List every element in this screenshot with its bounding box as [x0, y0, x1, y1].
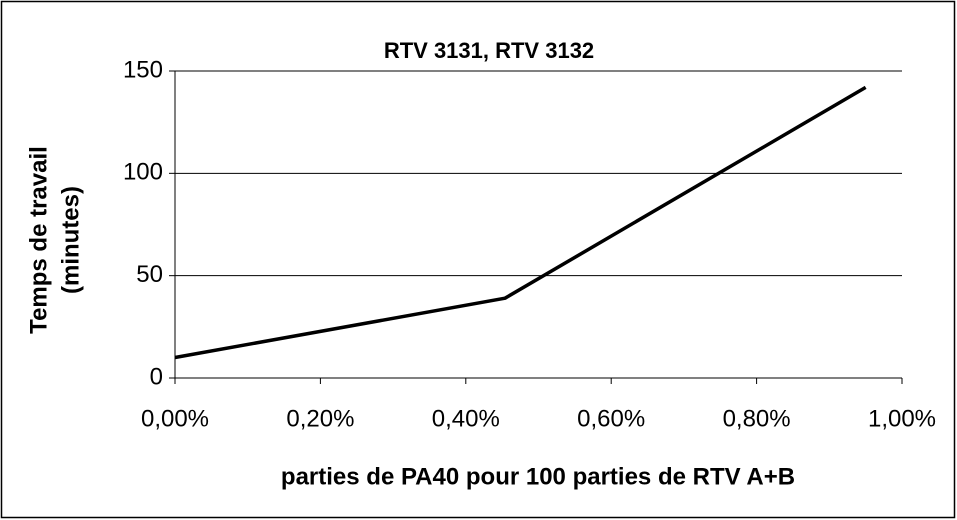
- x-tick-label: 1,00%: [868, 405, 936, 432]
- chart-title: RTV 3131, RTV 3132: [384, 38, 594, 63]
- y-tick-label: 100: [123, 159, 163, 186]
- x-tick-label: 0,40%: [432, 405, 500, 432]
- y-axis-label: (minutes): [57, 186, 84, 294]
- data-line: [174, 85, 867, 360]
- x-tick-label: 0,60%: [577, 405, 645, 432]
- x-axis-label: parties de PA40 pour 100 parties de RTV …: [281, 463, 795, 490]
- x-tick-label: 0,00%: [141, 405, 209, 432]
- x-tick-label: 0,80%: [723, 405, 791, 432]
- y-tick-label: 50: [136, 261, 163, 288]
- y-tick-label: 150: [123, 56, 163, 83]
- y-axis-label: Temps de travail: [25, 146, 52, 334]
- x-tick-label: 0,20%: [286, 405, 354, 432]
- y-tick-label: 0: [150, 363, 163, 390]
